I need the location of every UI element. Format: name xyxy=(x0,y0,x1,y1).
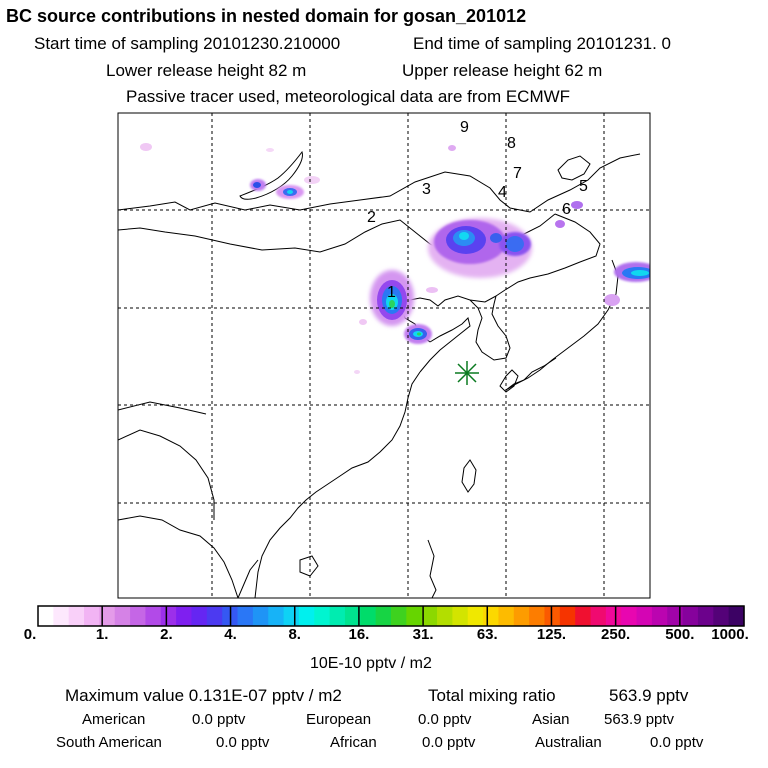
colorbar-cell xyxy=(452,606,469,626)
colorbar-cell xyxy=(252,606,269,626)
colorbar-cell xyxy=(498,606,515,626)
colorbar-cell xyxy=(391,606,407,626)
south-american-label: South American xyxy=(56,734,162,751)
colorbar-cell xyxy=(191,606,208,626)
australian-label: Australian xyxy=(535,734,602,751)
colorbar-tick-label: 31. xyxy=(412,626,434,643)
colorbar-cell xyxy=(483,606,500,626)
map-panel: 1 2 3 4 5 6 7 8 9 xyxy=(118,113,650,598)
colorbar-tick-label: 1. xyxy=(95,626,109,643)
colorbar-cell xyxy=(575,606,592,626)
colorbar-units: 10E-10 pptv / m2 xyxy=(310,655,432,672)
lat-lon-grid xyxy=(118,113,650,598)
upper-release-text: Upper release height 62 m xyxy=(402,61,603,80)
region-label-8: 8 xyxy=(507,135,516,152)
colorbar-tick-label: 1000. xyxy=(711,626,749,643)
colorbar-cell xyxy=(360,606,377,626)
colorbar-cell xyxy=(559,606,576,626)
australian-value: 0.0 pptv xyxy=(650,734,704,751)
colorbar-cell xyxy=(437,606,453,626)
colorbar-cell xyxy=(160,606,177,626)
colorbar-cell xyxy=(467,606,484,626)
colorbar-cell xyxy=(176,606,193,626)
colorbar-cell xyxy=(53,606,70,626)
colorbar-cell xyxy=(329,606,346,626)
colorbar-cell xyxy=(130,606,147,626)
colorbar-cell xyxy=(283,606,300,626)
colorbar-cell xyxy=(513,606,530,626)
european-value: 0.0 pptv xyxy=(418,711,472,728)
colorbar-cell xyxy=(713,606,730,626)
colorbar-cell xyxy=(84,606,100,626)
total-mixing-value: 563.9 pptv xyxy=(609,686,689,705)
colorbar-tick-label: 250. xyxy=(601,626,631,643)
colorbar-cell xyxy=(145,606,162,626)
colorbar xyxy=(38,606,745,626)
colorbar-cell xyxy=(298,606,315,626)
region-labels: 1 2 3 4 5 6 7 8 9 xyxy=(367,119,588,301)
colorbar-cell xyxy=(68,606,85,626)
african-value: 0.0 pptv xyxy=(422,734,476,751)
colorbar-cell xyxy=(621,606,638,626)
colorbar-tick-label: 16. xyxy=(348,626,370,643)
colorbar-cell xyxy=(375,606,392,626)
colorbar-cell xyxy=(268,606,285,626)
colorbar-cell xyxy=(114,606,131,626)
south-american-value: 0.0 pptv xyxy=(216,734,270,751)
region-label-4: 4 xyxy=(498,184,507,201)
american-value: 0.0 pptv xyxy=(192,711,246,728)
american-label: American xyxy=(82,711,146,728)
african-label: African xyxy=(330,734,377,751)
colorbar-tick-label: 0. xyxy=(23,626,37,643)
region-label-5: 5 xyxy=(579,178,588,195)
colorbar-cell xyxy=(314,606,331,626)
colorbar-frame xyxy=(37,605,745,627)
region-label-1: 1 xyxy=(387,284,396,301)
colorbar-cell xyxy=(237,606,254,626)
total-mixing-label: Total mixing ratio xyxy=(428,686,556,705)
end-time-text: End time of sampling 20101231. 0 xyxy=(413,34,672,53)
european-label: European xyxy=(306,711,372,728)
colorbar-cell xyxy=(206,606,223,626)
colorbar-cell xyxy=(99,606,116,626)
region-label-3: 3 xyxy=(422,181,431,198)
colorbar-cell xyxy=(697,606,714,626)
colorbar-cell xyxy=(605,606,622,626)
asian-value: 563.9 pptv xyxy=(604,711,675,728)
colorbar-cell xyxy=(682,606,699,626)
map-frame xyxy=(117,112,651,599)
colorbar-tick-label: 125. xyxy=(536,626,567,643)
start-time-text: Start time of sampling 20101230.210000 xyxy=(34,34,341,53)
colorbar-cell xyxy=(406,606,423,626)
asterisk-icon xyxy=(455,361,479,385)
lower-release-text: Lower release height 82 m xyxy=(106,61,307,80)
coastlines xyxy=(118,150,641,598)
colorbar-cell xyxy=(636,606,653,626)
asian-label: Asian xyxy=(532,711,570,728)
colorbar-cell xyxy=(344,606,361,626)
colorbar-tick-label: 500. xyxy=(665,626,695,643)
colorbar-tick-label: 2. xyxy=(160,626,173,643)
colorbar-cell xyxy=(544,606,561,626)
colorbar-cell xyxy=(38,606,54,626)
colorbar-tick-label: 8. xyxy=(288,626,301,643)
colorbar-cell xyxy=(421,606,438,626)
region-label-2: 2 xyxy=(367,209,376,226)
colorbar-cell xyxy=(651,606,668,626)
colorbar-cell xyxy=(590,606,607,626)
tracer-note-text: Passive tracer used, meteorological data… xyxy=(126,87,571,106)
colorbar-cell xyxy=(728,606,745,626)
region-label-6: 6 xyxy=(562,201,571,218)
colorbar-cell xyxy=(667,606,684,626)
max-value-text: Maximum value 0.131E-07 pptv / m2 xyxy=(65,686,342,705)
region-label-7: 7 xyxy=(513,165,522,182)
plot-title: BC source contributions in nested domain… xyxy=(6,6,527,26)
colorbar-tick-label: 63. xyxy=(476,626,498,643)
colorbar-tick-label: 4. xyxy=(224,626,237,643)
region-label-9: 9 xyxy=(460,119,469,136)
colorbar-cell xyxy=(529,606,546,626)
